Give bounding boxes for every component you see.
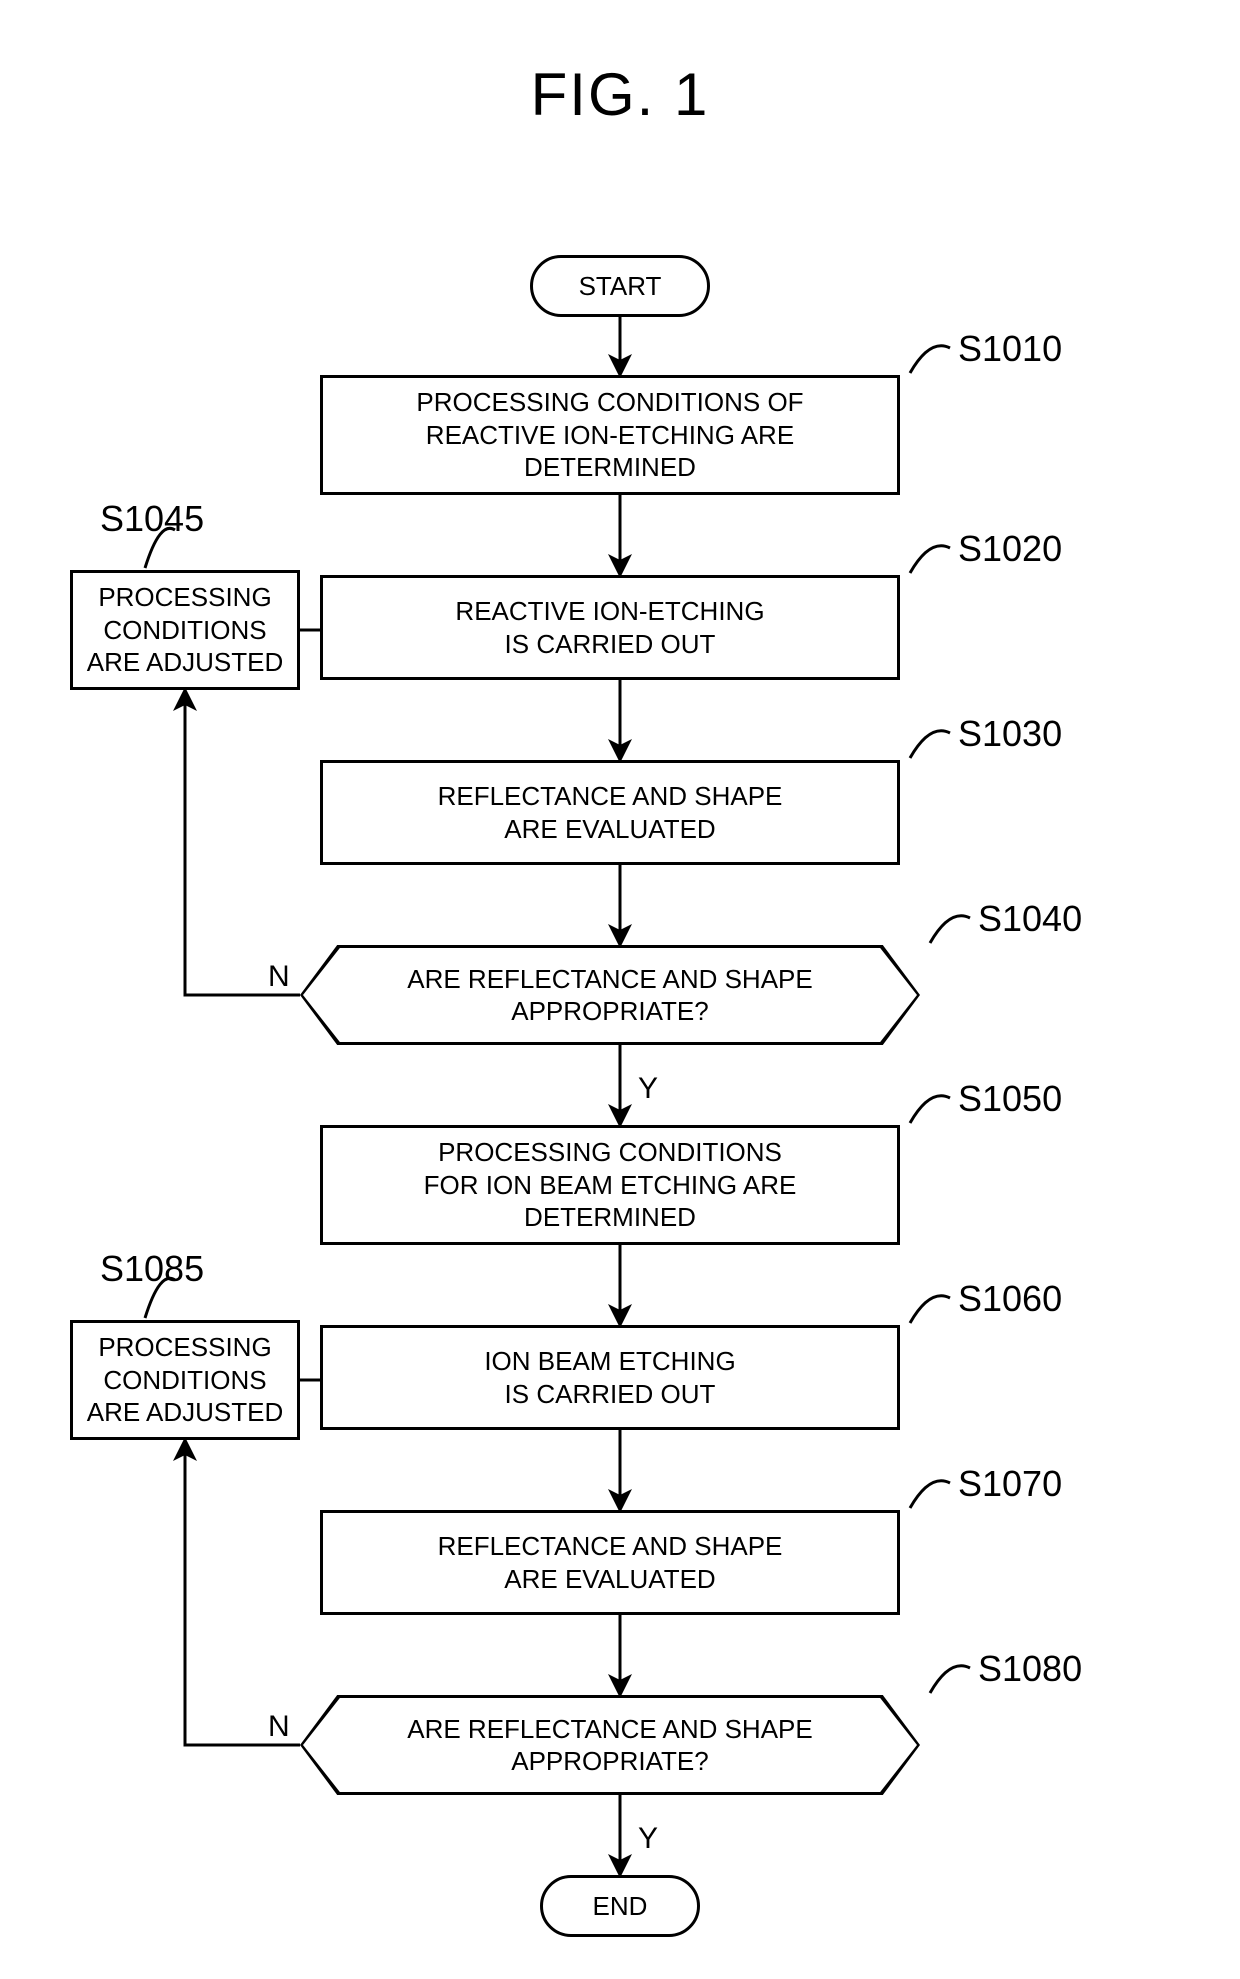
step-label-S1010: S1010 (958, 328, 1062, 370)
figure-title: FIG. 1 (0, 60, 1240, 129)
end-terminal: END (540, 1875, 700, 1937)
edge-s1040-no-s1045 (185, 690, 300, 995)
leader-S1070 (910, 1481, 950, 1508)
step-label-S1050: S1050 (958, 1078, 1062, 1120)
s1045-label: PROCESSING CONDITIONS ARE ADJUSTED (87, 581, 284, 679)
s1080-label: ARE REFLECTANCE AND SHAPE APPROPRIATE? (407, 1713, 813, 1778)
edge-s1080-no-s1085 (185, 1440, 300, 1745)
s1030-label: REFLECTANCE AND SHAPE ARE EVALUATED (438, 780, 783, 845)
step-label-S1030: S1030 (958, 713, 1062, 755)
s1020-process: REACTIVE ION-ETCHING IS CARRIED OUT (320, 575, 900, 680)
s1070-process: REFLECTANCE AND SHAPE ARE EVALUATED (320, 1510, 900, 1615)
s1020-label: REACTIVE ION-ETCHING IS CARRIED OUT (455, 595, 764, 660)
step-label-S1020: S1020 (958, 528, 1062, 570)
flowchart-canvas: FIG. 1 START PROCESSING CONDITIONS OF REA… (0, 0, 1240, 1979)
start-terminal: START (530, 255, 710, 317)
s1010-label: PROCESSING CONDITIONS OF REACTIVE ION-ET… (416, 386, 803, 484)
leader-S1030 (910, 731, 950, 758)
step-label-S1045: S1045 (100, 498, 204, 540)
leader-S1060 (910, 1296, 950, 1323)
start-label: START (579, 271, 662, 302)
leader-S1010 (910, 346, 950, 373)
s1080-decision: ARE REFLECTANCE AND SHAPE APPROPRIATE? (303, 1698, 917, 1792)
s1060-label: ION BEAM ETCHING IS CARRIED OUT (484, 1345, 735, 1410)
s1085-process: PROCESSING CONDITIONS ARE ADJUSTED (70, 1320, 300, 1440)
leader-S1080 (930, 1666, 970, 1693)
step-label-S1085: S1085 (100, 1248, 204, 1290)
s1040-decision: ARE REFLECTANCE AND SHAPE APPROPRIATE? (303, 948, 917, 1042)
yn-label: N (268, 1710, 290, 1744)
s1060-process: ION BEAM ETCHING IS CARRIED OUT (320, 1325, 900, 1430)
yn-label: Y (638, 1822, 658, 1856)
step-label-S1070: S1070 (958, 1463, 1062, 1505)
s1085-label: PROCESSING CONDITIONS ARE ADJUSTED (87, 1331, 284, 1429)
end-label: END (593, 1891, 648, 1922)
s1030-process: REFLECTANCE AND SHAPE ARE EVALUATED (320, 760, 900, 865)
s1010-process: PROCESSING CONDITIONS OF REACTIVE ION-ET… (320, 375, 900, 495)
s1070-label: REFLECTANCE AND SHAPE ARE EVALUATED (438, 1530, 783, 1595)
step-label-S1080: S1080 (978, 1648, 1082, 1690)
s1040-label: ARE REFLECTANCE AND SHAPE APPROPRIATE? (407, 963, 813, 1028)
s1050-process: PROCESSING CONDITIONS FOR ION BEAM ETCHI… (320, 1125, 900, 1245)
yn-label: Y (638, 1072, 658, 1106)
yn-label: N (268, 960, 290, 994)
step-label-S1060: S1060 (958, 1278, 1062, 1320)
s1050-label: PROCESSING CONDITIONS FOR ION BEAM ETCHI… (424, 1136, 797, 1234)
leader-S1050 (910, 1096, 950, 1123)
leader-S1020 (910, 546, 950, 573)
step-label-S1040: S1040 (978, 898, 1082, 940)
leader-S1040 (930, 916, 970, 943)
s1045-process: PROCESSING CONDITIONS ARE ADJUSTED (70, 570, 300, 690)
